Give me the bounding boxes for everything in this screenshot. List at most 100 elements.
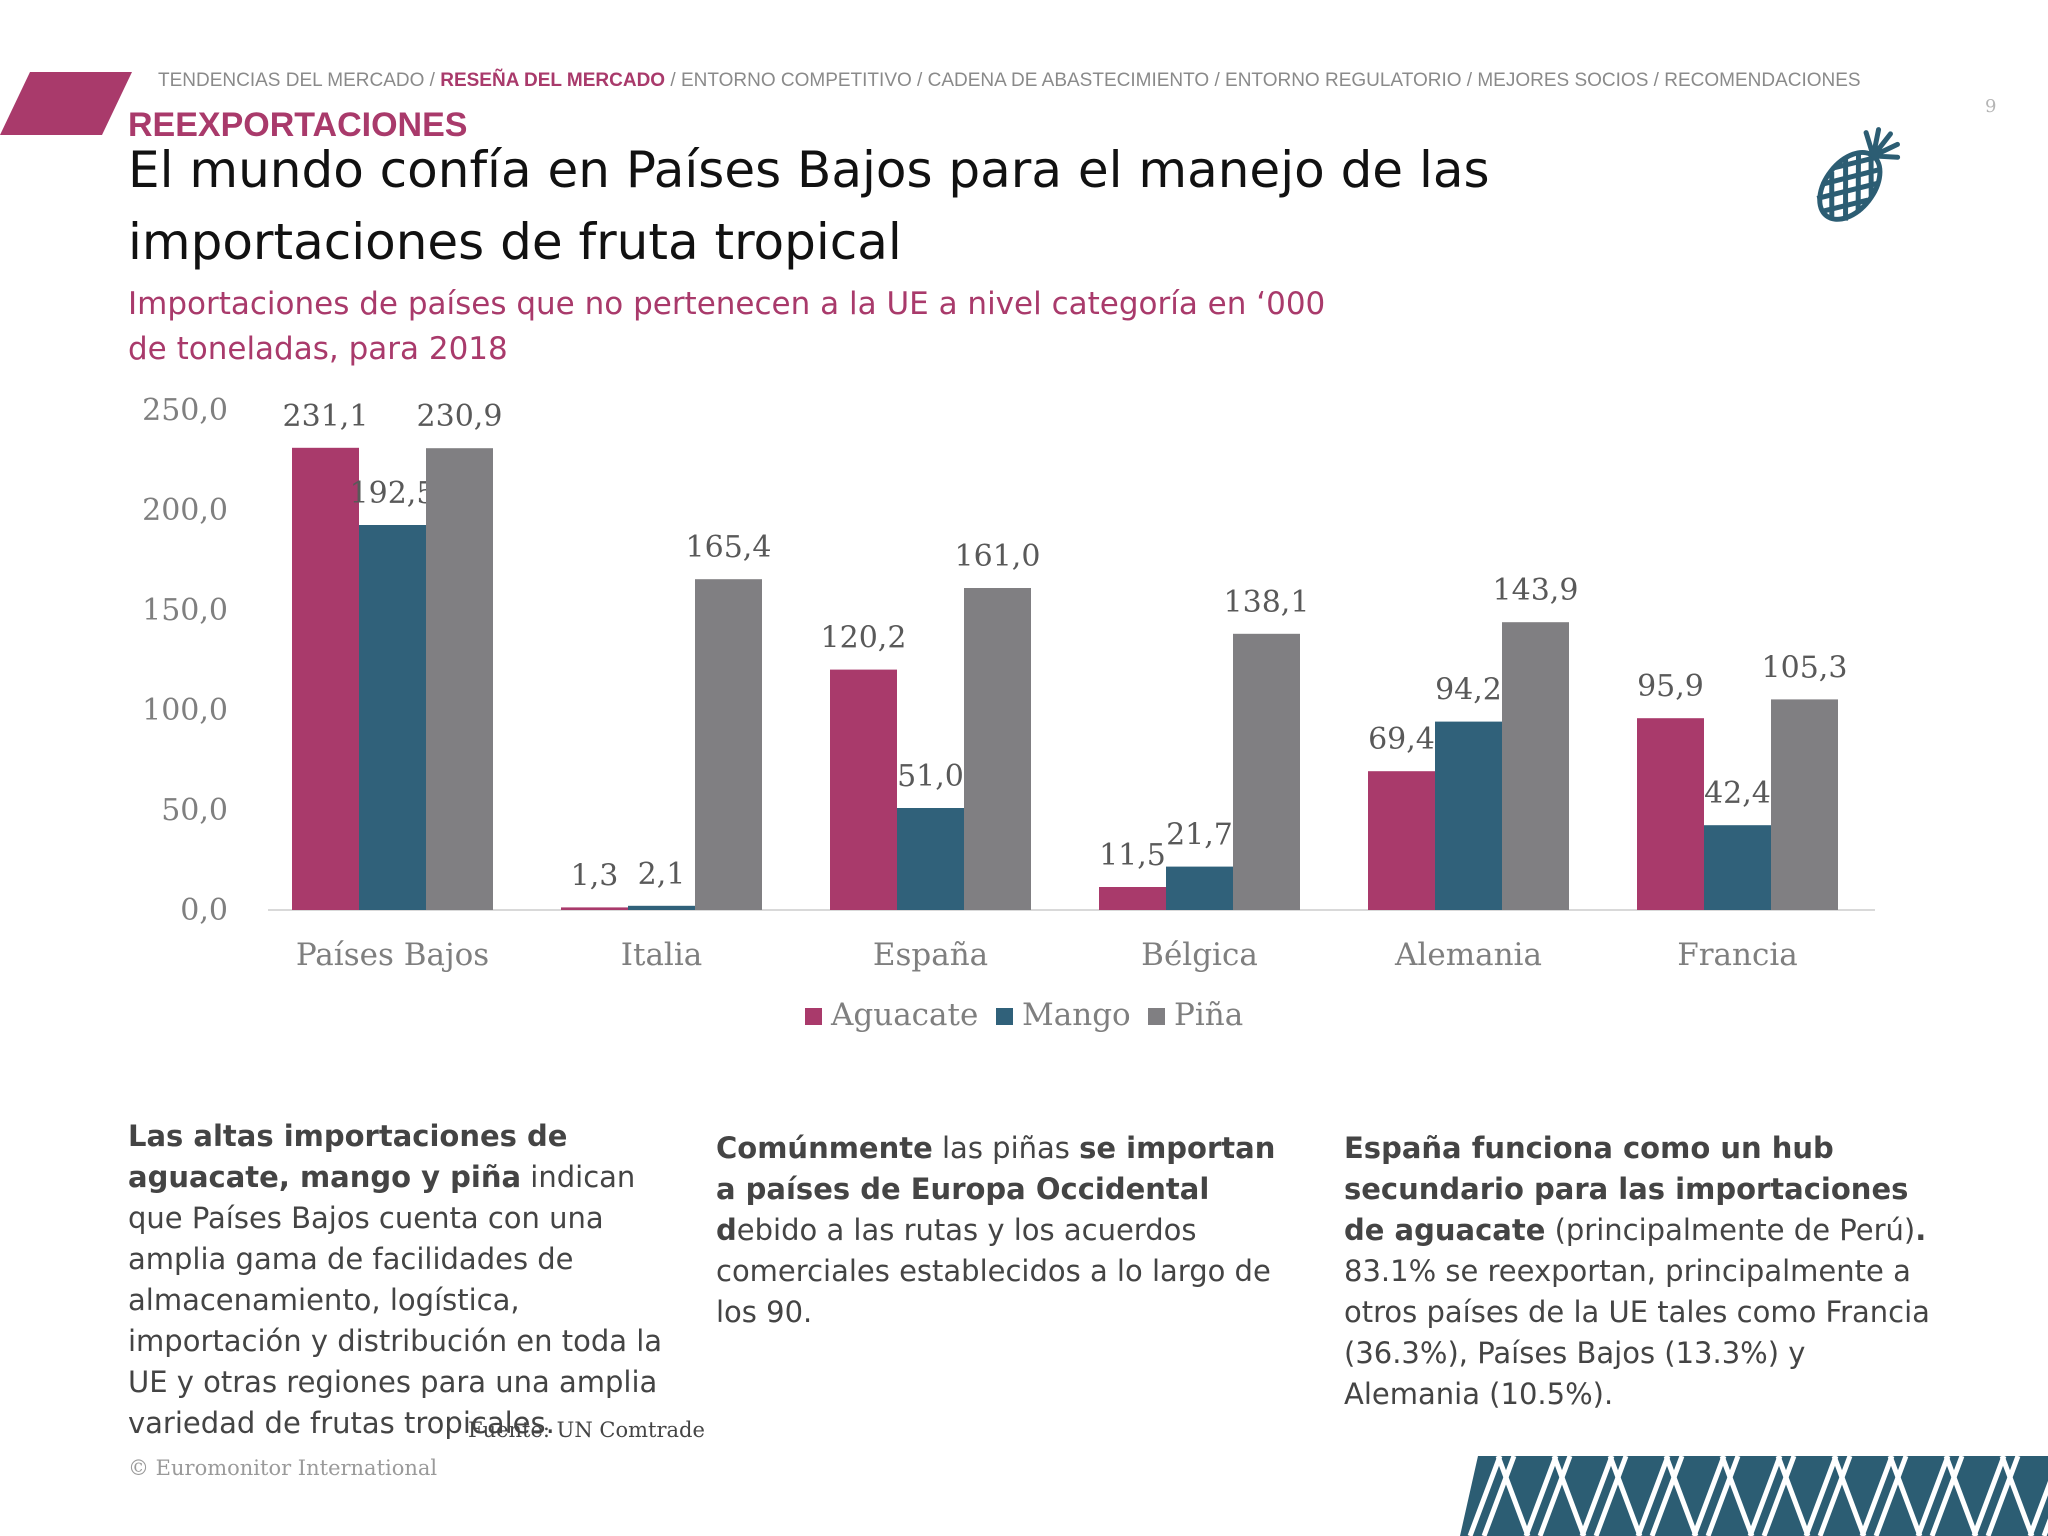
data-label: 94,2 <box>1435 673 1502 708</box>
breadcrumb-separator: / <box>1209 70 1226 91</box>
data-label: 230,9 <box>417 399 503 434</box>
decorative-pattern <box>1460 1456 2048 1536</box>
breadcrumb-item[interactable]: ENTORNO REGULATORIO <box>1225 70 1462 91</box>
data-label: 2,1 <box>638 857 686 892</box>
x-tick-label: España <box>873 937 988 973</box>
data-label: 161,0 <box>955 539 1041 574</box>
data-label: 143,9 <box>1493 573 1579 608</box>
pattern-stroke <box>1663 1456 1699 1536</box>
bar-mango <box>1435 721 1502 910</box>
chart-subtitle: Importaciones de países que no pertenece… <box>128 286 1326 367</box>
y-tick-label: 250,0 <box>142 393 228 428</box>
x-tick-label: Alemania <box>1394 937 1542 973</box>
bar-mango <box>1166 866 1233 910</box>
y-tick-label: 0,0 <box>180 893 228 928</box>
bold-text: se importan a países de Europa Occidenta… <box>716 1131 1276 1247</box>
data-label: 231,1 <box>283 399 369 434</box>
breadcrumb-item[interactable]: RESEÑA DEL MERCADO <box>440 70 666 91</box>
pattern-stroke <box>1775 1456 1811 1536</box>
pattern-stroke <box>1831 1456 1867 1536</box>
data-label: 21,7 <box>1166 818 1233 853</box>
x-tick-label: Bélgica <box>1141 937 1258 973</box>
bar-aguacate <box>1368 771 1435 910</box>
text-column-3: España funciona como un hub secundario p… <box>1344 1128 1944 1415</box>
y-tick-label: 100,0 <box>142 693 228 728</box>
breadcrumb-separator: / <box>911 70 928 91</box>
bar-piña <box>1502 622 1569 910</box>
breadcrumb-item[interactable]: TENDENCIAS DEL MERCADO <box>158 70 425 91</box>
body-text: indican que Países Bajos cuenta con una … <box>128 1160 663 1440</box>
data-label: 165,4 <box>686 530 772 565</box>
x-tick-label: Países Bajos <box>296 937 489 973</box>
pattern-stroke <box>1579 1456 1629 1536</box>
pattern-stroke <box>1803 1456 1853 1536</box>
breadcrumb-item[interactable]: ENTORNO COMPETITIVO <box>680 70 912 91</box>
x-tick-label: Italia <box>621 937 703 973</box>
pattern-stroke <box>1971 1456 2021 1536</box>
bar-aguacate <box>830 669 897 910</box>
data-label: 42,4 <box>1704 776 1771 811</box>
bar-piña <box>426 448 493 910</box>
bar-mango <box>1704 825 1771 910</box>
bar-aguacate <box>1099 887 1166 910</box>
data-label: 51,0 <box>897 759 964 794</box>
source-note: Fuente: UN Comtrade <box>468 1418 705 1442</box>
bar-piña <box>1233 633 1300 910</box>
bold-text: Las altas importaciones de aguacate, man… <box>128 1119 568 1194</box>
y-tick-label: 50,0 <box>161 793 228 828</box>
pattern-stroke <box>1943 1456 1979 1536</box>
pattern-stroke <box>1691 1456 1741 1536</box>
breadcrumb-item[interactable]: RECOMENDACIONES <box>1664 70 1861 91</box>
text-column-2: Comúnmente las piñas se importan a paíse… <box>716 1128 1276 1333</box>
bar-piña <box>964 588 1031 910</box>
breadcrumb-item[interactable]: MEJORES SOCIOS <box>1477 70 1649 91</box>
body-text: ebido a las rutas y los acuerdos comerci… <box>716 1213 1271 1329</box>
bar-aguacate <box>1637 718 1704 910</box>
legend-swatch <box>805 1008 822 1025</box>
bar-piña <box>1771 699 1838 910</box>
x-tick-label: Francia <box>1677 937 1798 973</box>
y-tick-label: 150,0 <box>142 593 228 628</box>
pattern-stroke <box>1915 1456 1965 1536</box>
pattern-stroke <box>1859 1456 1909 1536</box>
body-text: 83.1% se reexportan, principalmente a ot… <box>1344 1254 1930 1411</box>
legend-label: Piña <box>1174 997 1243 1033</box>
bar-mango <box>628 905 695 910</box>
breadcrumb: TENDENCIAS DEL MERCADO / RESEÑA DEL MERC… <box>158 70 1861 92</box>
data-label: 105,3 <box>1762 650 1848 685</box>
bar-piña <box>695 579 762 910</box>
breadcrumb-item[interactable]: CADENA DE ABASTECIMIENTO <box>927 70 1210 91</box>
pattern-stroke <box>1635 1456 1685 1536</box>
body-text: (principalmente de Perú) <box>1545 1213 1916 1247</box>
pattern-stroke <box>1607 1456 1643 1536</box>
breadcrumb-separator: / <box>424 70 441 91</box>
page-title: El mundo confía en Países Bajos para el … <box>128 141 1490 271</box>
data-label: 120,2 <box>821 621 907 656</box>
bold-text: Comúnmente <box>716 1131 933 1165</box>
body-text: las piñas <box>932 1131 1080 1165</box>
data-label: 192,5 <box>350 476 436 511</box>
bar-mango <box>359 525 426 910</box>
pattern-stroke <box>1747 1456 1797 1536</box>
legend-label: Mango <box>1022 997 1131 1033</box>
pattern-stroke <box>1551 1456 1587 1536</box>
page-number: 9 <box>1985 96 1997 117</box>
pattern-stroke <box>1887 1456 1923 1536</box>
legend-label: Aguacate <box>830 997 978 1033</box>
header-accent-shape <box>0 72 132 135</box>
pattern-stroke <box>1523 1456 1573 1536</box>
pineapple-icon <box>1816 127 1901 222</box>
copyright: © Euromonitor International <box>128 1456 438 1480</box>
data-label: 95,9 <box>1637 669 1704 704</box>
pattern-stroke <box>2027 1480 2048 1536</box>
breadcrumb-separator: / <box>1648 70 1665 91</box>
data-label: 11,5 <box>1099 838 1166 873</box>
bar-aguacate <box>561 907 628 910</box>
legend-swatch <box>1148 1008 1165 1025</box>
data-label: 138,1 <box>1224 585 1310 620</box>
breadcrumb-separator: / <box>1461 70 1478 91</box>
y-tick-label: 200,0 <box>142 493 228 528</box>
pattern-stroke <box>1467 1456 1517 1536</box>
bold-text: . <box>1915 1213 1927 1247</box>
breadcrumb-separator: / <box>665 70 681 91</box>
